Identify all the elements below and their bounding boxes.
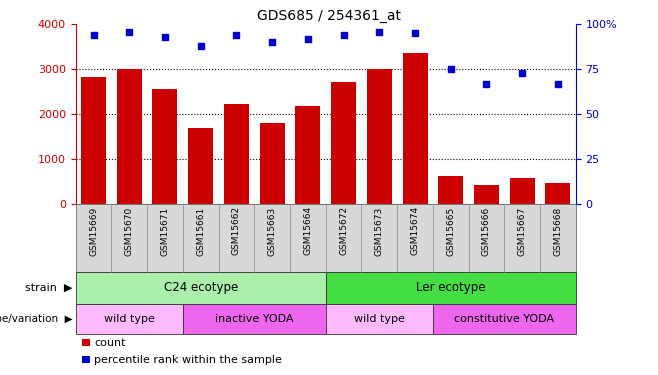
Point [267, 39, 278, 45]
Point [160, 34, 170, 40]
Text: GSM15667: GSM15667 [518, 206, 526, 255]
Bar [438, 177, 463, 204]
Bar [81, 78, 106, 204]
Text: percentile rank within the sample: percentile rank within the sample [94, 355, 282, 364]
Text: GSM15673: GSM15673 [375, 206, 384, 255]
Text: constitutive YODA: constitutive YODA [454, 314, 554, 324]
Text: C24 ecotype: C24 ecotype [164, 281, 238, 294]
Text: GSM15661: GSM15661 [196, 206, 205, 255]
Text: strain  ▶: strain ▶ [25, 283, 72, 293]
Point [124, 28, 134, 34]
Text: GSM15669: GSM15669 [89, 206, 98, 255]
Point [374, 28, 384, 34]
Point [517, 70, 528, 76]
Bar [295, 106, 320, 204]
Bar [510, 178, 535, 204]
Text: GSM15672: GSM15672 [339, 206, 348, 255]
Point [338, 32, 349, 38]
Point [553, 81, 563, 87]
Text: GSM15666: GSM15666 [482, 206, 491, 255]
Bar [188, 128, 213, 204]
Text: wild type: wild type [354, 314, 405, 324]
Bar [116, 69, 141, 204]
Bar [331, 81, 356, 204]
Point [303, 36, 313, 42]
Text: count: count [94, 338, 126, 348]
Bar [260, 123, 285, 204]
Bar [224, 104, 249, 204]
Text: GSM15664: GSM15664 [303, 206, 313, 255]
Text: wild type: wild type [104, 314, 155, 324]
Text: GDS685 / 254361_at: GDS685 / 254361_at [257, 9, 401, 23]
Bar [153, 89, 178, 204]
Bar [474, 186, 499, 204]
Point [410, 30, 420, 36]
Text: GSM15665: GSM15665 [446, 206, 455, 255]
Text: GSM15668: GSM15668 [553, 206, 563, 255]
Text: genotype/variation  ▶: genotype/variation ▶ [0, 314, 72, 324]
Point [195, 43, 206, 49]
Point [88, 32, 99, 38]
Text: GSM15662: GSM15662 [232, 206, 241, 255]
Bar [403, 53, 428, 204]
Point [445, 66, 456, 72]
Text: GSM15674: GSM15674 [411, 206, 420, 255]
Bar [367, 69, 392, 204]
Text: inactive YODA: inactive YODA [215, 314, 293, 324]
Point [231, 32, 241, 38]
Text: GSM15670: GSM15670 [125, 206, 134, 255]
Text: Ler ecotype: Ler ecotype [416, 281, 486, 294]
Bar [545, 183, 570, 204]
Point [481, 81, 492, 87]
Text: GSM15663: GSM15663 [268, 206, 276, 255]
Text: GSM15671: GSM15671 [161, 206, 170, 255]
